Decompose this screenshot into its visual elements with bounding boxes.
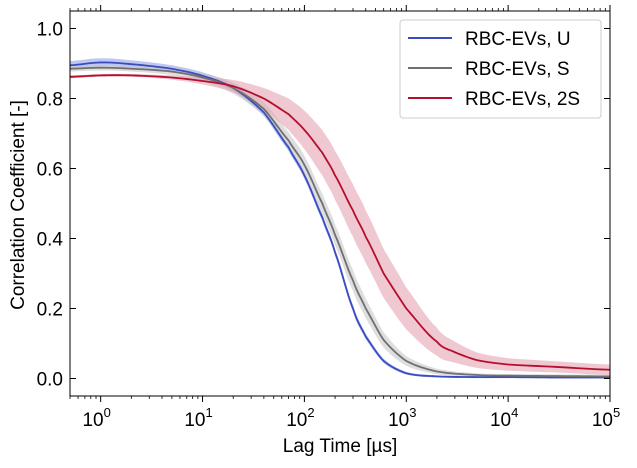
series-band-2 xyxy=(70,73,610,375)
x-ticks: 100 101 102 103 104 105 xyxy=(69,5,620,431)
x-tick-label: 103 xyxy=(388,405,416,431)
series-line-0 xyxy=(69,61,610,379)
y-tick-label: 0.4 xyxy=(37,230,64,251)
legend-box xyxy=(399,19,602,119)
lines-layer xyxy=(69,61,611,379)
x-axis-label: Lag Time [µs] xyxy=(283,436,397,457)
y-tick-label: 0.0 xyxy=(37,370,63,391)
x-tick-label: 102 xyxy=(286,405,314,431)
plot-frame xyxy=(69,10,611,397)
x-tick-label: 104 xyxy=(490,405,518,431)
legend: RBC-EVs, U RBC-EVs, S RBC-EVs, 2S xyxy=(399,19,602,119)
y-tick-label: 0.8 xyxy=(37,90,63,111)
y-tick-label: 1.0 xyxy=(37,20,63,41)
legend-label-u: RBC-EVs, U xyxy=(465,29,571,50)
x-tick-label: 101 xyxy=(184,405,212,431)
legend-label-s: RBC-EVs, S xyxy=(465,59,570,80)
x-tick-label: 105 xyxy=(592,405,620,431)
series-line-1 xyxy=(69,66,611,378)
y-tick-label: 0.6 xyxy=(37,160,63,181)
y-ticks: 0.0 0.2 0.4 0.6 0.8 1.0 xyxy=(37,20,610,391)
y-axis-label: Correlation Coefficient [-] xyxy=(8,100,29,310)
x-tick-label: 100 xyxy=(82,405,110,431)
series-line-2 xyxy=(69,74,611,371)
legend-label-2s: RBC-EVs, 2S xyxy=(465,89,580,110)
y-tick-label: 0.2 xyxy=(37,300,63,321)
